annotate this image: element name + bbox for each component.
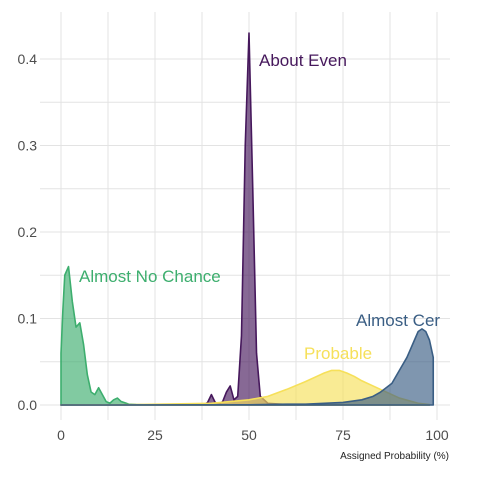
x-axis-title: Assigned Probability (%) <box>340 451 449 462</box>
series-label-almost-no-chance: Almost No Chance <box>79 267 221 286</box>
y-tick-label: 0.4 <box>18 51 38 67</box>
y-tick-label: 0.1 <box>18 311 38 327</box>
y-tick-label: 0.3 <box>18 138 38 154</box>
density-area-almost-certain <box>60 328 435 406</box>
series-label-almost-certain: Almost Cer <box>356 311 440 330</box>
series-label-about-even: About Even <box>259 51 347 70</box>
y-tick-label: 0.2 <box>18 224 38 240</box>
series-labels: About Even Almost No Chance Almost Cer Prob… <box>79 51 440 363</box>
density-area-about-even <box>60 32 431 406</box>
x-tick-label: 100 <box>425 427 449 443</box>
y-tick-label: 0.0 <box>18 397 38 413</box>
x-tick-label: 0 <box>57 427 65 443</box>
x-tick-label: 25 <box>147 427 163 443</box>
series-label-probable: Probable <box>304 344 372 363</box>
axis-ticks: 0 25 50 75 100 0.0 0.1 0.2 0.3 0.4 <box>18 51 449 443</box>
density-areas <box>60 32 435 406</box>
x-tick-label: 75 <box>335 427 351 443</box>
x-tick-label: 50 <box>241 427 257 443</box>
